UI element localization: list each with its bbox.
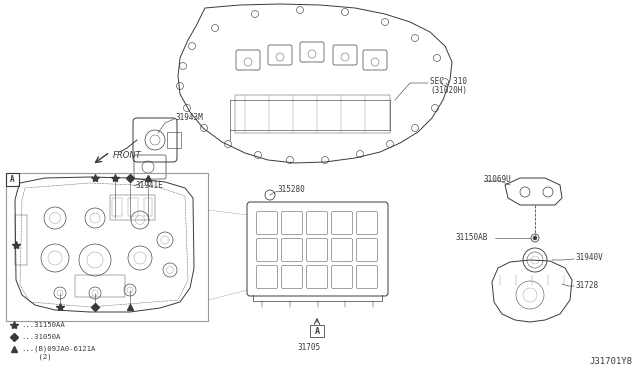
Bar: [110, 195, 155, 220]
Bar: [128, 198, 138, 216]
Bar: [144, 198, 152, 216]
Text: SEC. 310: SEC. 310: [430, 77, 467, 87]
Text: 31940V: 31940V: [575, 253, 603, 263]
Text: 315280: 315280: [278, 186, 306, 195]
Text: ...31150AA: ...31150AA: [21, 322, 65, 328]
Text: 31705: 31705: [298, 343, 321, 352]
Text: 31941E: 31941E: [135, 180, 163, 189]
Text: FRONT: FRONT: [113, 151, 141, 160]
Text: (31020H): (31020H): [430, 86, 467, 94]
Text: 31728: 31728: [575, 280, 598, 289]
Text: (2): (2): [21, 354, 52, 360]
Bar: [167, 132, 181, 148]
Text: A: A: [10, 175, 15, 184]
Circle shape: [533, 236, 537, 240]
Bar: [15, 215, 27, 265]
Bar: [112, 198, 122, 216]
Bar: [6, 173, 19, 186]
Bar: [6, 173, 208, 321]
Bar: [310, 325, 324, 337]
Text: 31069U: 31069U: [484, 176, 512, 185]
Text: A: A: [314, 327, 319, 336]
Text: 31150AB: 31150AB: [456, 234, 488, 243]
Text: ...31050A: ...31050A: [21, 334, 60, 340]
Bar: [75, 275, 125, 297]
Bar: [235, 95, 390, 133]
Text: J31701Y8: J31701Y8: [589, 357, 632, 366]
Text: 31943M: 31943M: [175, 113, 203, 122]
Text: ...(B)09JA0-6121A: ...(B)09JA0-6121A: [21, 346, 95, 352]
